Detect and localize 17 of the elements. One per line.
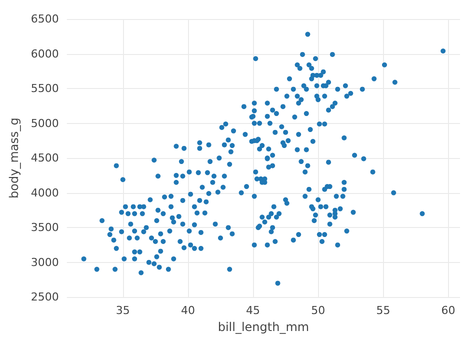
y-tick-label: 5500 bbox=[30, 82, 59, 96]
x-tick-label: 55 bbox=[376, 304, 390, 318]
x-tick-label: 50 bbox=[311, 304, 326, 318]
y-tick-label: 6500 bbox=[30, 12, 59, 26]
y-tick-label: 6000 bbox=[30, 47, 59, 60]
y-tick-label: 2500 bbox=[30, 290, 59, 304]
y-tick-label: 3000 bbox=[30, 256, 59, 269]
x-axis-title: bill_length_mm bbox=[218, 320, 310, 334]
x-tick-label: 35 bbox=[116, 304, 130, 318]
y-tick-label: 5000 bbox=[30, 116, 59, 130]
y-axis-title: body_mass_g bbox=[7, 118, 21, 198]
x-tick-label: 45 bbox=[246, 304, 260, 318]
x-tick-label: 40 bbox=[180, 304, 195, 318]
y-tick-label: 4500 bbox=[30, 152, 59, 165]
x-tick-label: 60 bbox=[441, 304, 456, 318]
y-tick-label: 4000 bbox=[30, 186, 59, 200]
y-tick-label: 3500 bbox=[30, 221, 59, 234]
